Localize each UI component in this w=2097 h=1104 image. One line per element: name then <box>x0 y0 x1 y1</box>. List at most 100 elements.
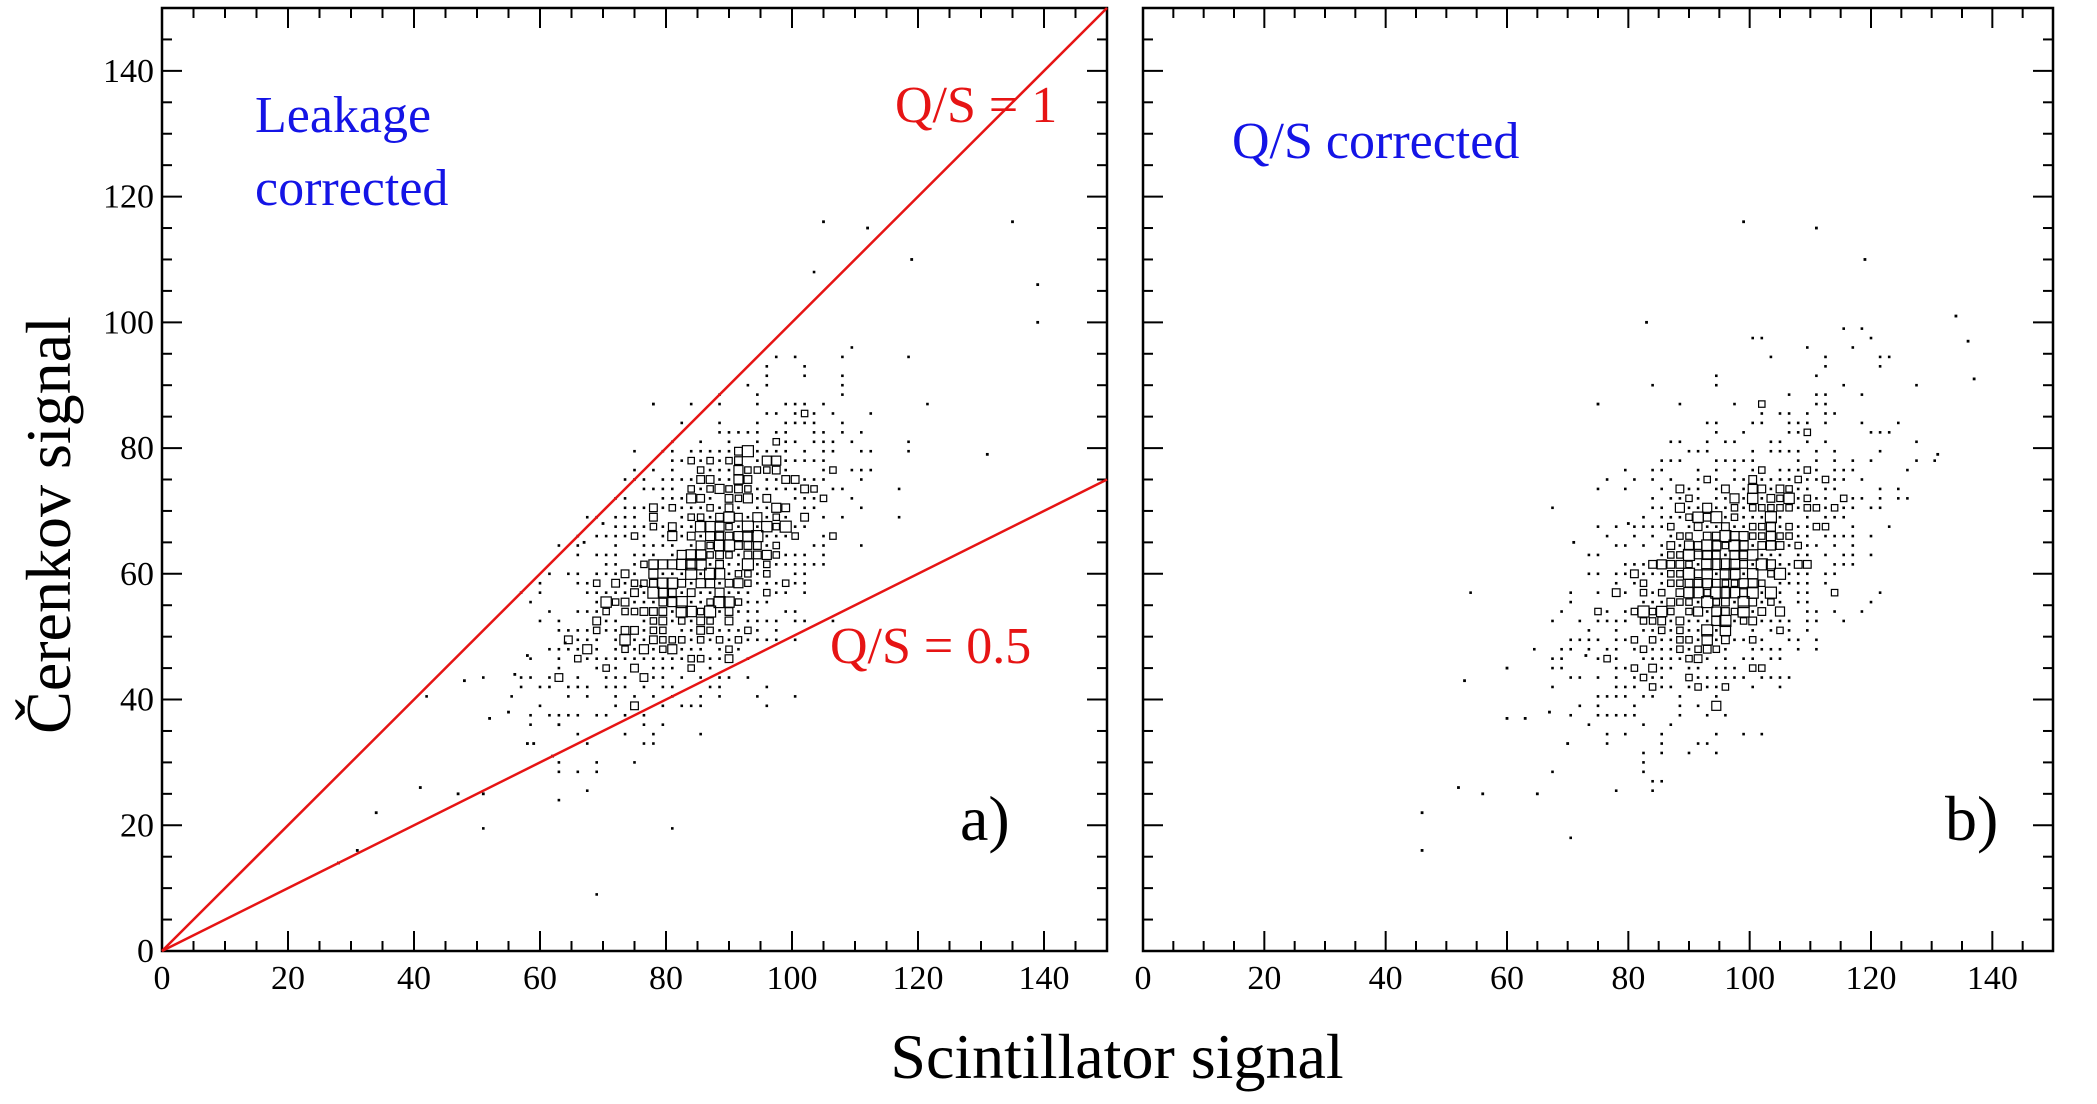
scatter-point <box>1851 544 1855 547</box>
scatter-point <box>1587 629 1591 632</box>
scatter-point <box>614 657 617 660</box>
scatter-bin <box>1764 586 1778 599</box>
scatter-point <box>822 402 825 406</box>
scatter-bin <box>675 605 688 618</box>
scatter-bin <box>1711 578 1721 588</box>
scatter-point <box>718 581 721 585</box>
scatter-bin <box>706 598 714 606</box>
scatter-point <box>822 220 825 224</box>
scatter-point <box>671 619 674 623</box>
scatter-bin <box>1666 541 1676 550</box>
scatter-point <box>1669 657 1673 660</box>
scatter-bin <box>1693 569 1703 579</box>
scatter-point <box>567 647 570 651</box>
scatter-point <box>727 468 731 472</box>
scatter-point <box>1824 572 1827 576</box>
scatter-point <box>765 487 769 491</box>
scatter-point <box>1036 283 1040 287</box>
scatter-bin <box>686 493 697 504</box>
scatter-point <box>538 581 542 585</box>
scatter-point <box>633 553 636 557</box>
scatter-point <box>604 534 608 538</box>
scatter-point <box>1715 629 1718 632</box>
scatter-bin <box>695 578 706 589</box>
scatter-point <box>1626 522 1630 525</box>
scatter-point <box>1678 440 1682 444</box>
scatter-point <box>671 497 674 500</box>
scatter-point <box>1806 629 1809 632</box>
scatter-point <box>557 619 561 623</box>
scatter-point <box>652 468 655 472</box>
scatter-point <box>1642 657 1645 660</box>
scatter-point <box>633 468 636 472</box>
scatter-point <box>1751 449 1754 453</box>
scatter-point <box>642 638 646 642</box>
scatter-point <box>737 629 740 632</box>
scatter-point <box>1796 468 1800 472</box>
scatter-bin <box>1693 654 1703 664</box>
scatter-point <box>595 761 598 764</box>
scatter-bin <box>1802 559 1812 569</box>
scatter-point <box>1724 657 1727 660</box>
scatter-point <box>1851 553 1855 557</box>
scatter-point <box>699 647 702 651</box>
scatter-point <box>1660 600 1663 604</box>
scatter-bin <box>1757 541 1767 550</box>
scatter-bin <box>714 587 725 598</box>
scatter-point <box>746 600 750 604</box>
scatter-point <box>1787 629 1791 632</box>
x-tick-label: 20 <box>1247 960 1281 997</box>
scatter-point <box>718 695 721 698</box>
scatter-point <box>1796 487 1800 491</box>
scatter-point <box>708 638 712 642</box>
x-tick-label: 0 <box>1135 960 1152 997</box>
scatter-bin <box>1711 615 1722 627</box>
scatter-point <box>860 468 863 472</box>
scatter-point <box>623 478 627 481</box>
scatter-point <box>1824 497 1827 500</box>
scatter-bin <box>1766 493 1776 503</box>
scatter-point <box>671 610 674 613</box>
scatter-bin <box>1739 550 1749 560</box>
scatter-point <box>1569 647 1572 651</box>
x-axis-title: Scintillator signal <box>890 1021 1343 1092</box>
scatter-point <box>1687 449 1691 453</box>
scatter-point <box>1733 638 1736 642</box>
scatter-point <box>1642 563 1645 566</box>
scatter-bin <box>668 503 677 512</box>
scatter-bin <box>1719 568 1732 580</box>
panel-b: 0 20 40 60 80 100 120 140 Q/S corrected b) <box>1135 6 2055 997</box>
scatter-bin <box>1710 558 1723 571</box>
scatter-point <box>860 431 863 434</box>
scatter-bin <box>781 503 791 513</box>
scatter-point <box>774 619 778 623</box>
scatter-bin <box>1685 607 1693 616</box>
scatter-bin <box>741 558 755 571</box>
scatter-point <box>576 544 580 547</box>
scatter-point <box>784 487 787 491</box>
x-tick-label: 60 <box>523 960 557 997</box>
scatter-bin <box>696 625 706 635</box>
scatter-bin <box>1765 530 1777 542</box>
scatter-point <box>1778 581 1782 585</box>
scatter-point <box>1614 544 1618 547</box>
scatter-bin <box>1775 541 1785 550</box>
scatter-bin <box>1666 597 1676 607</box>
scatter-point <box>1842 619 1845 623</box>
scatter-point <box>1806 581 1809 585</box>
scatter-bin <box>1757 607 1767 616</box>
x-tick-label: 60 <box>1490 960 1524 997</box>
scatter-point <box>1551 770 1554 774</box>
scatter-bin <box>1701 624 1714 637</box>
scatter-bin <box>1785 522 1793 531</box>
scatter-point <box>689 704 693 708</box>
scatter-point <box>860 544 863 547</box>
scatter-point <box>1651 779 1654 783</box>
scatter-bin <box>696 475 706 484</box>
scatter-point <box>1669 638 1673 642</box>
ratio-line <box>161 478 1108 953</box>
scatter-point <box>699 449 702 453</box>
scatter-point <box>1760 638 1764 642</box>
scatter-bin <box>1639 588 1648 597</box>
annotation-qs-1: Q/S = 1 <box>895 77 1057 134</box>
